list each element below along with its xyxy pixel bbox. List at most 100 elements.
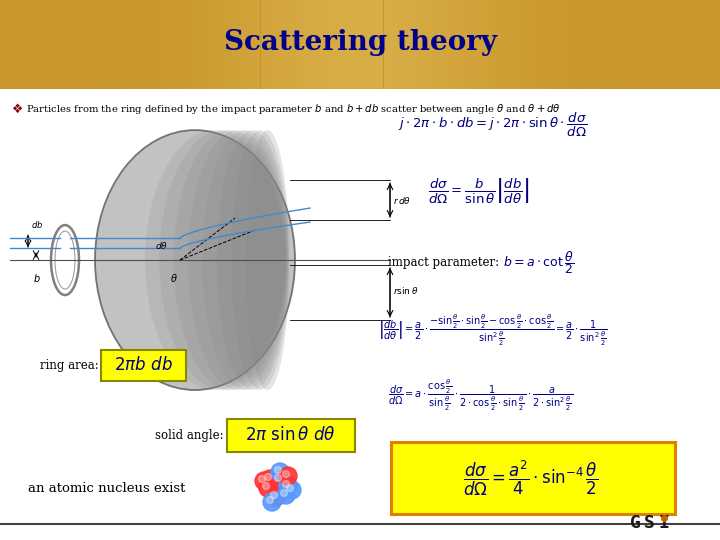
Bar: [640, 0, 644, 89]
Circle shape: [279, 467, 297, 485]
Bar: [343, 0, 347, 89]
Bar: [192, 0, 195, 89]
Bar: [380, 0, 384, 89]
Bar: [662, 0, 666, 89]
Bar: [521, 0, 525, 89]
Text: $\theta$: $\theta$: [170, 272, 178, 284]
Circle shape: [271, 471, 289, 489]
Bar: [61, 0, 65, 89]
Ellipse shape: [174, 130, 287, 390]
Text: $r\,d\theta$: $r\,d\theta$: [393, 194, 411, 206]
Bar: [636, 0, 640, 89]
Bar: [116, 0, 120, 89]
Bar: [329, 0, 333, 89]
Bar: [163, 0, 166, 89]
Bar: [377, 0, 380, 89]
Bar: [575, 0, 579, 89]
Bar: [159, 0, 163, 89]
Bar: [333, 0, 336, 89]
Bar: [206, 0, 210, 89]
Bar: [554, 0, 557, 89]
Bar: [145, 0, 148, 89]
Bar: [536, 0, 539, 89]
Bar: [123, 0, 127, 89]
Bar: [525, 0, 528, 89]
Bar: [716, 0, 720, 89]
Circle shape: [263, 483, 269, 490]
Bar: [307, 0, 311, 89]
Bar: [202, 0, 206, 89]
Text: an atomic nucleus exist: an atomic nucleus exist: [28, 482, 185, 495]
Bar: [257, 0, 261, 89]
Circle shape: [266, 496, 274, 503]
Bar: [127, 0, 130, 89]
Circle shape: [277, 486, 295, 504]
Bar: [58, 0, 61, 89]
Text: I: I: [658, 514, 669, 532]
Bar: [297, 0, 300, 89]
Bar: [120, 0, 123, 89]
Bar: [156, 0, 159, 89]
Bar: [268, 0, 271, 89]
Bar: [409, 0, 413, 89]
Bar: [80, 0, 84, 89]
Bar: [597, 0, 600, 89]
Ellipse shape: [246, 130, 289, 390]
Circle shape: [281, 490, 287, 496]
Bar: [275, 0, 279, 89]
Bar: [395, 0, 398, 89]
Bar: [250, 0, 253, 89]
Bar: [213, 0, 217, 89]
Bar: [264, 0, 268, 89]
Bar: [391, 0, 395, 89]
Bar: [564, 0, 568, 89]
Bar: [507, 0, 510, 89]
Bar: [47, 0, 50, 89]
Bar: [366, 0, 369, 89]
Bar: [586, 0, 590, 89]
Bar: [413, 0, 416, 89]
Bar: [647, 0, 651, 89]
Bar: [532, 0, 536, 89]
Bar: [351, 0, 354, 89]
Circle shape: [264, 474, 271, 481]
Bar: [626, 0, 629, 89]
Bar: [438, 0, 441, 89]
Bar: [166, 0, 170, 89]
Bar: [557, 0, 561, 89]
Circle shape: [263, 493, 281, 511]
Bar: [684, 0, 688, 89]
Bar: [615, 0, 618, 89]
Bar: [68, 0, 72, 89]
Bar: [286, 0, 289, 89]
Bar: [691, 0, 695, 89]
Bar: [688, 0, 691, 89]
Bar: [528, 0, 532, 89]
Bar: [102, 0, 105, 89]
Bar: [134, 0, 138, 89]
Circle shape: [282, 470, 289, 477]
Ellipse shape: [202, 130, 287, 390]
Bar: [14, 0, 18, 89]
Bar: [4, 0, 7, 89]
Bar: [474, 0, 477, 89]
Text: impact parameter:: impact parameter:: [388, 255, 499, 268]
Bar: [485, 0, 488, 89]
Bar: [336, 0, 340, 89]
Bar: [195, 0, 199, 89]
Bar: [347, 0, 351, 89]
Bar: [431, 0, 434, 89]
Text: $2\pi\ \sin\theta\ d\theta$: $2\pi\ \sin\theta\ d\theta$: [245, 426, 336, 444]
Bar: [228, 0, 232, 89]
Bar: [246, 0, 250, 89]
Bar: [105, 0, 109, 89]
Bar: [84, 0, 87, 89]
Bar: [488, 0, 492, 89]
Text: $\dfrac{d\sigma}{d\Omega} = a\cdot\dfrac{\cos\frac{\theta}{2}}{\sin\frac{\theta}: $\dfrac{d\sigma}{d\Omega} = a\cdot\dfrac…: [388, 377, 573, 413]
Bar: [91, 0, 94, 89]
Bar: [29, 0, 32, 89]
Bar: [441, 0, 445, 89]
Bar: [622, 0, 626, 89]
Bar: [253, 0, 257, 89]
Bar: [304, 0, 307, 89]
